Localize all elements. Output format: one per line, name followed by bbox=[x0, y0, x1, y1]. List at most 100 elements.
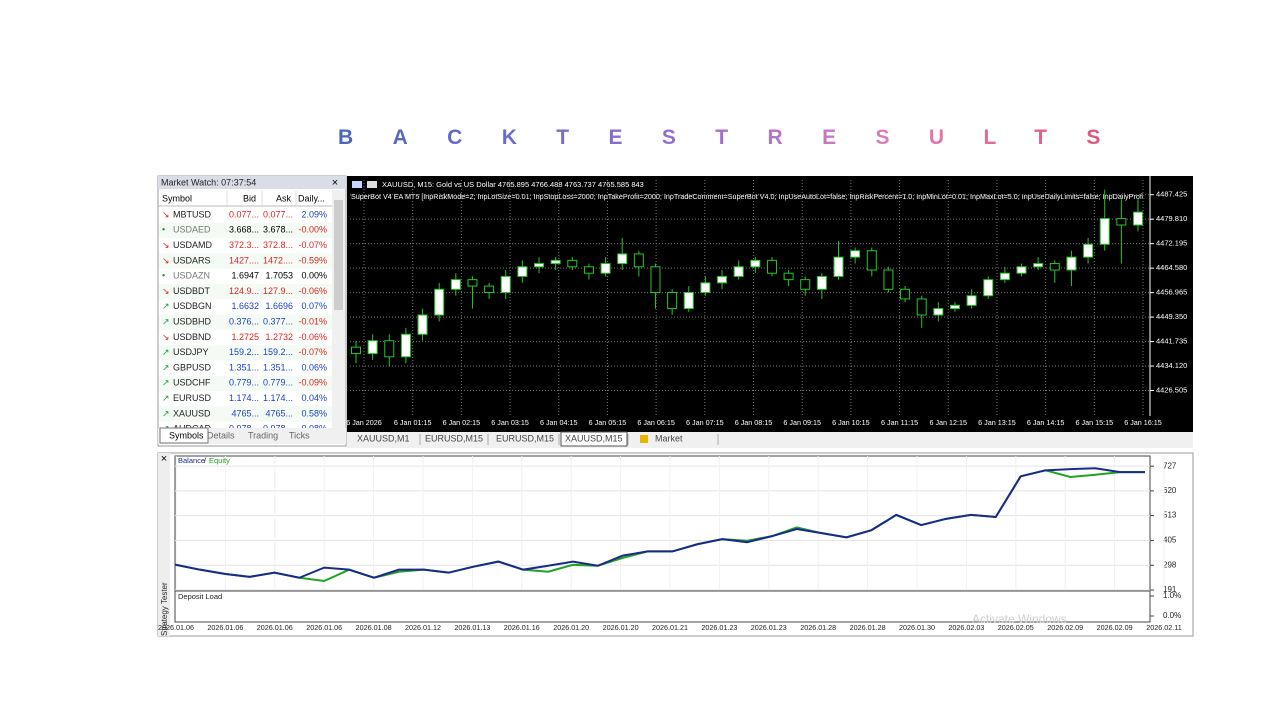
ask: 1.351... bbox=[263, 362, 293, 372]
x-tick-label: 2026.02.03 bbox=[948, 623, 984, 632]
ask: 1.2732 bbox=[265, 332, 293, 342]
x-tick-label: 2026.01.06 bbox=[158, 623, 194, 632]
symbol: USDBND bbox=[173, 332, 212, 342]
x-tick-label: 6 Jan 01:15 bbox=[394, 418, 432, 427]
bid: 0.376... bbox=[229, 316, 259, 326]
close-button[interactable]: × bbox=[161, 453, 167, 465]
candle-body bbox=[1083, 243, 1094, 258]
chart-title: XAUUSD, M15: Gold vs US Dollar 4765.895 … bbox=[382, 180, 644, 189]
scrollbar-thumb[interactable] bbox=[334, 200, 343, 310]
chart-tab[interactable]: Market bbox=[655, 433, 683, 443]
candle-body bbox=[500, 275, 511, 293]
row-icon: ↗ bbox=[162, 316, 170, 326]
ask: 0.377... bbox=[263, 316, 293, 326]
tab[interactable]: Symbols bbox=[169, 430, 204, 440]
x-tick-label: 2026.01.20 bbox=[553, 623, 589, 632]
chart-tab[interactable]: XAUUSD,M15 bbox=[565, 433, 623, 443]
y-tick-label: 4487.425 bbox=[1156, 190, 1187, 199]
candle-body bbox=[1049, 263, 1060, 271]
x-tick-label: 2026.01.23 bbox=[751, 623, 787, 632]
ask: 0.077... bbox=[263, 209, 293, 219]
chart-tab[interactable]: EURUSD,M15 bbox=[425, 433, 483, 443]
active-tab[interactable] bbox=[560, 431, 628, 447]
symbol: XAUUSD bbox=[173, 408, 211, 418]
row bbox=[159, 299, 332, 315]
ask: 4765... bbox=[265, 408, 293, 418]
candle-body bbox=[1066, 256, 1077, 271]
x-tick-label: 6 Jan 16:15 bbox=[1124, 418, 1162, 427]
x-tick-label: 2026.02.11 bbox=[1146, 623, 1181, 632]
row bbox=[159, 345, 332, 361]
candle-body bbox=[550, 259, 561, 265]
candle-body bbox=[583, 266, 594, 274]
x-tick-label: 6 Jan 10:15 bbox=[832, 418, 870, 427]
page-title: BACKTESTRESULTS bbox=[338, 126, 1140, 149]
symbol: MBTUSD bbox=[173, 209, 212, 219]
x-tick-label: 2026.01.30 bbox=[899, 623, 935, 632]
bid: 1.2725 bbox=[231, 332, 259, 342]
candle-body bbox=[1016, 266, 1027, 274]
ask: 1472.... bbox=[263, 255, 293, 265]
balance-plot bbox=[174, 455, 1151, 591]
candle-body bbox=[1116, 218, 1127, 226]
column-header: Bid bbox=[243, 193, 256, 203]
candle-body bbox=[517, 266, 528, 277]
candle-body bbox=[766, 259, 777, 274]
bid: 1.351... bbox=[229, 362, 259, 372]
symbol: USDAMD bbox=[173, 240, 213, 250]
y-tick-label: 298 bbox=[1163, 560, 1177, 569]
ask: 1.7053 bbox=[265, 271, 293, 281]
candle-body bbox=[617, 253, 628, 265]
x-tick-label: 2026.01.13 bbox=[454, 623, 490, 632]
candle-body bbox=[384, 340, 395, 358]
tab[interactable]: Ticks bbox=[289, 430, 310, 440]
row-icon: ↘ bbox=[162, 240, 170, 250]
active-tab[interactable] bbox=[159, 427, 209, 444]
symbol: USDAED bbox=[173, 225, 211, 235]
x-tick-label: 2026.01.06 bbox=[207, 623, 243, 632]
watermark: Activate Windows bbox=[972, 612, 1067, 626]
symbol: USDARS bbox=[173, 255, 211, 265]
bid: 159.2... bbox=[229, 347, 259, 357]
daily-change: -0.07% bbox=[298, 347, 327, 357]
y-tick-label: 4441.735 bbox=[1156, 337, 1187, 346]
row bbox=[159, 207, 332, 223]
candle-body bbox=[667, 292, 678, 310]
column-header: Ask bbox=[276, 193, 292, 203]
x-tick-label: 2026.01.06 bbox=[257, 623, 293, 632]
candle-body bbox=[949, 304, 960, 310]
y-tick-label: 727 bbox=[1163, 461, 1177, 470]
candle-body bbox=[983, 279, 994, 297]
legend-entry: Balance bbox=[178, 456, 205, 465]
y-tick-label: 4456.965 bbox=[1156, 288, 1187, 297]
candle-body bbox=[717, 275, 728, 284]
candle-body bbox=[484, 285, 495, 294]
tab[interactable]: Details bbox=[207, 430, 235, 440]
ask: 1.174... bbox=[263, 393, 293, 403]
close-button[interactable]: × bbox=[332, 177, 338, 189]
daily-change: 0.58% bbox=[301, 408, 327, 418]
candle-body bbox=[933, 308, 944, 316]
price-chart bbox=[347, 176, 1193, 432]
chart-tab[interactable]: XAUUSD,M1 bbox=[357, 433, 410, 443]
tab[interactable]: Trading bbox=[248, 430, 278, 440]
candle-body bbox=[367, 340, 378, 355]
daily-change: -0.59% bbox=[298, 255, 327, 265]
x-tick-label: 6 Jan 08:15 bbox=[735, 418, 773, 427]
y-tick-label: 4479.810 bbox=[1156, 214, 1187, 223]
candle-body bbox=[733, 266, 744, 277]
chart-tab[interactable]: EURUSD,M15 bbox=[496, 433, 554, 443]
x-tick-label: 2026.01.12 bbox=[405, 623, 441, 632]
ea-parameters: SuperBot V4 EA MT5 [InpRiskMode=2; InpLo… bbox=[351, 192, 1144, 201]
bid: 1.6947 bbox=[231, 271, 259, 281]
symbol: USDBGN bbox=[173, 301, 212, 311]
candle-body bbox=[400, 333, 411, 358]
candle-body bbox=[434, 288, 445, 316]
y-tick-label: 1.0% bbox=[1163, 591, 1181, 600]
candle-body bbox=[966, 295, 977, 306]
daily-change: -0.01% bbox=[298, 316, 327, 326]
ask: 1.6696 bbox=[265, 301, 293, 311]
x-tick-label: 6 Jan 02:15 bbox=[443, 418, 481, 427]
flag-icon bbox=[367, 181, 377, 188]
symbol: USDCHF bbox=[173, 378, 211, 388]
